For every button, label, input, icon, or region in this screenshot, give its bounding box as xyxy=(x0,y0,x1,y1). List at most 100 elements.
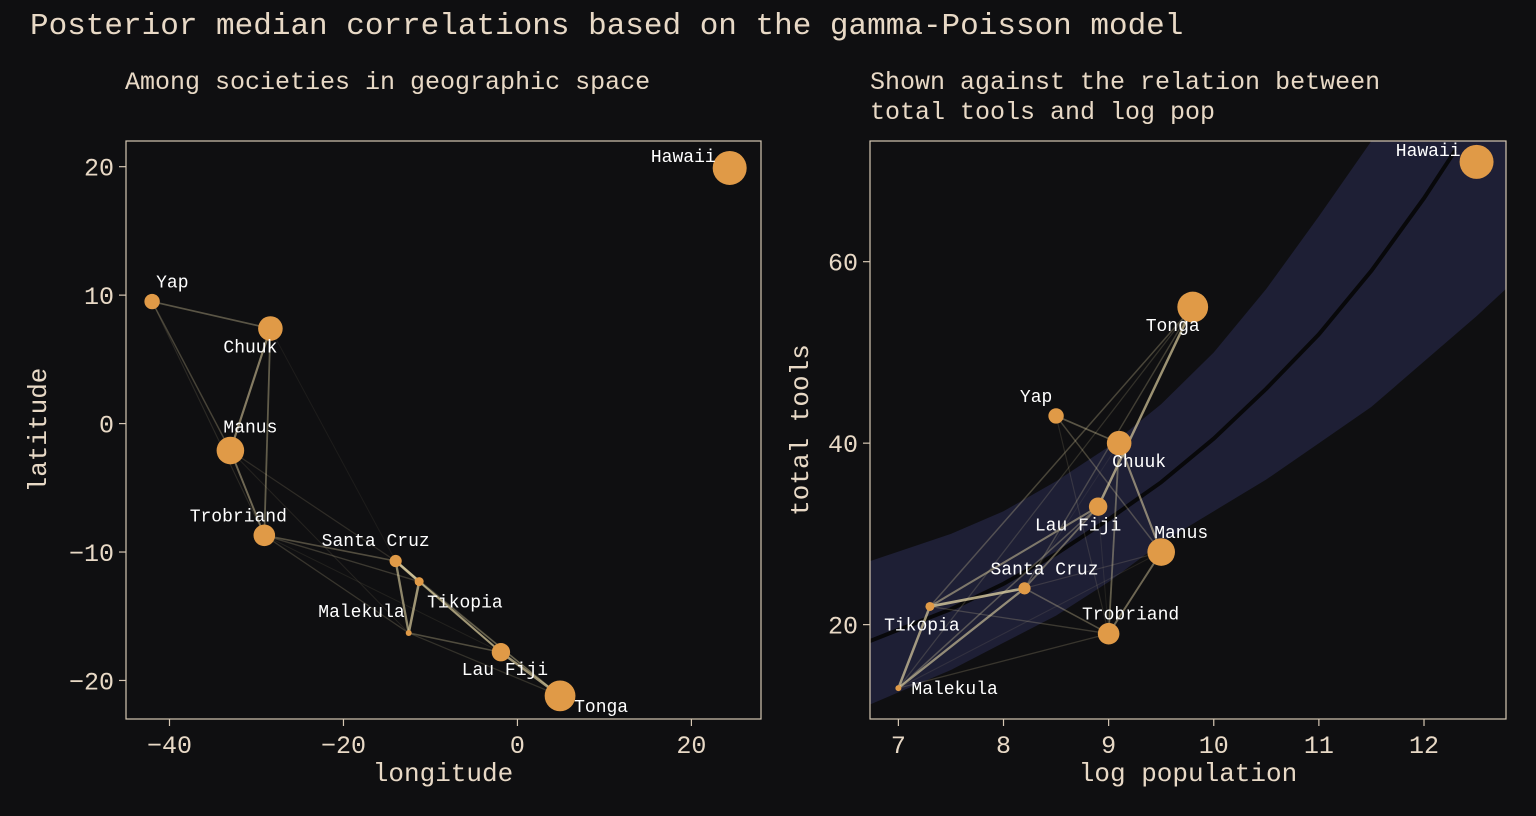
tools-y-axis: 20 40 60 xyxy=(828,250,870,642)
geo-label-manus: Manus xyxy=(223,419,277,439)
geo-x-axis: −40 −20 0 20 xyxy=(147,719,706,761)
geo-label-chuuk: Chuuk xyxy=(223,339,277,359)
geo-link-trobriand-lau-fiji xyxy=(264,534,502,653)
posterior-mean-line xyxy=(870,149,1458,643)
geo-y-tick-label: 10 xyxy=(84,283,114,312)
tools-y-tick-label: 20 xyxy=(828,613,858,642)
tools-label-manus: Manus xyxy=(1154,524,1208,544)
geo-link-chuuk-manus xyxy=(229,328,272,451)
tools-x-tick-label: 11 xyxy=(1304,732,1334,761)
geo-point-lau-fiji xyxy=(491,643,511,662)
geo-link-tikopia-lau-fiji xyxy=(418,580,502,653)
tools-link-chuuk-manus xyxy=(1118,442,1163,553)
geo-correlation-links xyxy=(151,300,561,697)
geo-link-trobriand-santa-cruz xyxy=(264,534,396,562)
geo-link-manus-malekula xyxy=(230,450,410,634)
geo-point-trobriand xyxy=(253,524,276,547)
geo-point-malekula xyxy=(405,629,412,636)
geo-link-trobriand-malekula xyxy=(263,534,410,634)
tools-link-trobriand-santa-cruz xyxy=(1024,587,1110,635)
geo-point-tikopia xyxy=(414,577,424,587)
tools-label-hawaii: Hawaii xyxy=(1396,142,1461,162)
tools-panel-title-line-1: Shown against the relation between xyxy=(870,68,1380,97)
geo-x-axis-label: longitude xyxy=(373,759,513,789)
tools-point-labels: Malekula Tikopia Santa Cruz Yap Lau Fiji Trob… xyxy=(884,142,1461,700)
geo-points xyxy=(144,150,747,712)
geo-link-trobriand-tikopia xyxy=(264,534,420,583)
geo-point-santa-cruz xyxy=(389,554,402,568)
geo-x-tick-label: −40 xyxy=(147,732,192,761)
geo-y-tick-label: 0 xyxy=(99,412,114,441)
tools-link-manus-trobriand xyxy=(1107,551,1163,635)
geo-link-tikopia-tonga xyxy=(418,580,561,697)
tools-link-manus-malekula xyxy=(898,551,1162,689)
geo-point-tonga xyxy=(544,680,576,712)
tools-link-trobriand-lau-fiji xyxy=(1097,506,1110,634)
tools-x-tick-label: 8 xyxy=(996,732,1011,761)
tools-x-tick-label: 10 xyxy=(1199,732,1229,761)
tools-point-chuuk xyxy=(1106,430,1132,456)
geo-y-axis: −20 −10 0 10 20 xyxy=(69,155,126,697)
tools-x-tick-label: 7 xyxy=(891,732,906,761)
tools-link-trobriand-tikopia xyxy=(929,605,1109,635)
tools-label-santa-cruz: Santa Cruz xyxy=(990,560,1098,580)
tools-x-tick-label: 12 xyxy=(1409,732,1439,761)
tools-label-lau-fiji: Lau Fiji xyxy=(1035,517,1121,537)
geo-y-tick-label: −20 xyxy=(69,668,114,697)
tools-y-tick-label: 60 xyxy=(828,250,858,279)
tools-point-tikopia xyxy=(925,601,935,611)
geo-label-hawaii: Hawaii xyxy=(651,148,716,168)
geo-panel-title: Among societies in geographic space xyxy=(125,68,650,97)
geo-label-tikopia: Tikopia xyxy=(427,594,503,614)
geo-link-chuuk-trobriand xyxy=(263,328,272,536)
geo-x-tick-label: 0 xyxy=(510,732,525,761)
tools-panel-title: Shown against the relation between total… xyxy=(870,68,1395,127)
geo-point-yap xyxy=(144,293,160,310)
geo-label-yap: Yap xyxy=(156,274,188,294)
tools-points xyxy=(895,144,1494,692)
tools-point-yap xyxy=(1048,408,1064,424)
geo-y-tick-label: 20 xyxy=(84,155,114,184)
tools-point-trobriand xyxy=(1097,622,1120,645)
tools-label-chuuk: Chuuk xyxy=(1112,453,1166,473)
geo-link-santa-cruz-lau-fiji xyxy=(395,560,502,653)
tools-link-malekula-lau-fiji xyxy=(897,506,1099,689)
tools-label-trobriand: Trobriand xyxy=(1082,606,1179,626)
tools-link-tikopia-tonga xyxy=(929,306,1194,607)
tools-link-malekula-tonga xyxy=(897,306,1194,689)
tools-plot-frame xyxy=(869,140,1507,720)
geo-label-malekula: Malekula xyxy=(318,603,405,623)
geo-link-malekula-tikopia xyxy=(407,581,421,634)
geo-y-axis-label: latitude xyxy=(24,368,54,493)
tools-label-tikopia: Tikopia xyxy=(884,617,960,637)
prediction-interval-band xyxy=(870,141,1506,705)
tools-point-hawaii xyxy=(1459,144,1494,179)
geo-y-tick-label: −10 xyxy=(69,540,114,569)
tools-link-tikopia-santa-cruz xyxy=(929,587,1025,608)
geo-label-lau-fiji: Lau Fiji xyxy=(462,661,548,681)
geo-link-chuuk-santa-cruz xyxy=(269,328,397,562)
tools-link-yap-trobriand xyxy=(1055,415,1110,634)
tools-link-malekula-tikopia xyxy=(897,606,932,689)
tools-link-tikopia-lau-fiji xyxy=(929,505,1099,608)
tools-y-tick-label: 40 xyxy=(828,431,858,460)
tools-panel-title-line-2: total tools and log pop xyxy=(870,98,1215,127)
tools-link-yap-manus xyxy=(1055,415,1162,553)
geo-link-malekula-santa-cruz xyxy=(394,560,410,634)
geo-label-trobriand: Trobriand xyxy=(190,507,287,527)
tools-point-manus xyxy=(1147,538,1175,566)
tools-link-lau-fiji-tonga xyxy=(1097,306,1194,508)
tools-link-santa-cruz-lau-fiji xyxy=(1023,506,1099,589)
tools-x-axis-label: log population xyxy=(1079,759,1297,789)
tools-link-chuuk-santa-cruz xyxy=(1024,442,1120,589)
geo-point-labels: Malekula Tikopia Santa Cruz Yap Lau Fiji Trob… xyxy=(156,148,716,718)
tools-point-malekula xyxy=(895,685,902,692)
tools-point-lau-fiji xyxy=(1088,497,1108,516)
geo-x-tick-label: −20 xyxy=(321,732,366,761)
tools-label-yap: Yap xyxy=(1020,388,1052,408)
tools-x-axis: 7 8 9 10 11 12 xyxy=(891,719,1439,761)
geo-link-manus-trobriand xyxy=(229,450,266,536)
tools-panel: Shown against the relation between total… xyxy=(786,68,1507,789)
tools-label-tonga: Tonga xyxy=(1146,317,1200,337)
tools-y-axis-label: total tools xyxy=(786,344,816,516)
